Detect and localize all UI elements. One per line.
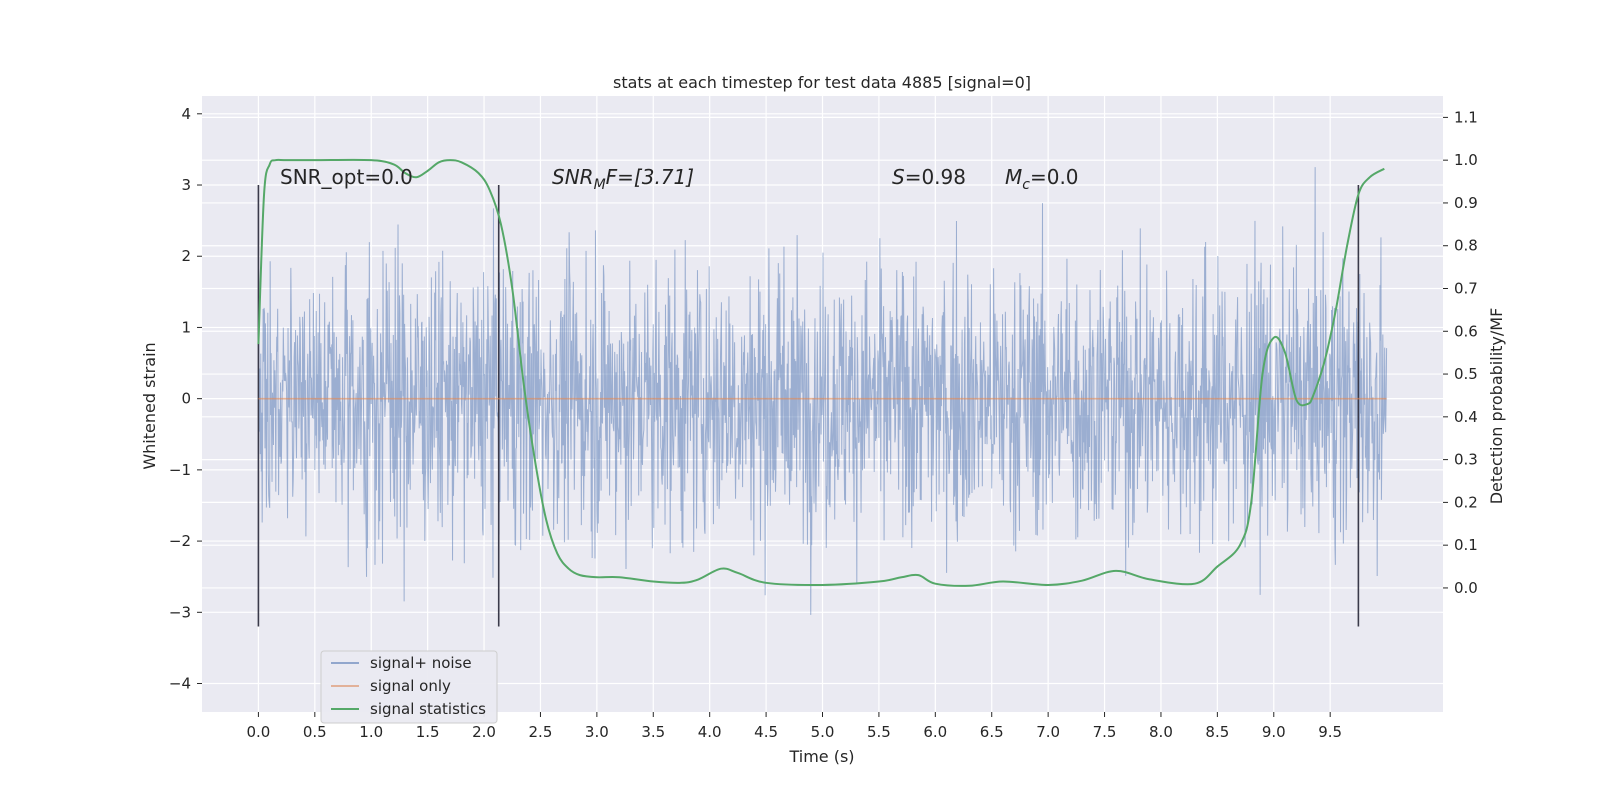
x-tick-label: 1.0 bbox=[359, 723, 383, 741]
x-tick-label: 8.0 bbox=[1149, 723, 1173, 741]
x-tick-label: 1.5 bbox=[416, 723, 440, 741]
x-tick-label: 9.0 bbox=[1262, 723, 1286, 741]
y2-tick-label: 0.2 bbox=[1454, 493, 1478, 511]
y2-tick-label: 0.8 bbox=[1454, 237, 1478, 255]
signal-noise-line bbox=[257, 167, 1388, 615]
x-axis-label: Time (s) bbox=[788, 747, 854, 766]
x-tick-label: 9.5 bbox=[1318, 723, 1342, 741]
y2-tick-label: 0.1 bbox=[1454, 536, 1478, 554]
y2-tick-label: 0.4 bbox=[1454, 408, 1478, 426]
window-markers bbox=[257, 185, 1360, 627]
x-axis-ticks: 0.0 0.5 1.0 1.5 2.0 2.5 3.0 3.5 4.0 4.5 5.0 5.5 6.0 6… bbox=[246, 712, 1342, 741]
x-tick-label: 3.0 bbox=[585, 723, 609, 741]
y2-tick-label: 0.7 bbox=[1454, 280, 1478, 298]
x-tick-label: 2.5 bbox=[529, 723, 553, 741]
x-tick-label: 4.0 bbox=[698, 723, 722, 741]
legend-box bbox=[320, 650, 498, 724]
y-tick-label: −3 bbox=[169, 603, 191, 621]
signal-statistics-series bbox=[257, 158, 1385, 587]
annotation-snr-mf: SNRMF=[3.71] bbox=[552, 165, 694, 193]
y-tick-label: 3 bbox=[181, 176, 191, 194]
x-tick-label: 0.0 bbox=[246, 723, 270, 741]
legend-label-signal-statistics: signal statistics bbox=[370, 700, 486, 718]
y2-axis-ticks: 1.1 1.0 0.9 0.8 0.7 0.6 0.5 0.4 0.3 0.2 0.1 0.0 bbox=[1443, 108, 1478, 597]
y-tick-label: 1 bbox=[181, 318, 191, 336]
legend-label-signal-noise: signal+ noise bbox=[370, 654, 472, 672]
x-tick-label: 6.5 bbox=[980, 723, 1004, 741]
y-axis-ticks: 4 3 2 1 0 −1 −2 −3 −4 bbox=[169, 105, 202, 693]
legend: signal+ noise signal only signal statist… bbox=[320, 650, 498, 724]
y2-tick-label: 1.0 bbox=[1454, 151, 1478, 169]
x-tick-label: 2.0 bbox=[472, 723, 496, 741]
y2-tick-label: 1.1 bbox=[1454, 108, 1478, 126]
legend-label-signal-only: signal only bbox=[370, 677, 451, 695]
x-tick-label: 7.5 bbox=[1093, 723, 1117, 741]
y2-axis-label: Detection probability/MF bbox=[1487, 308, 1506, 505]
y2-tick-label: 0.3 bbox=[1454, 451, 1478, 469]
x-tick-label: 5.0 bbox=[811, 723, 835, 741]
y2-tick-label: 0.0 bbox=[1454, 579, 1478, 597]
chart-title: stats at each timestep for test data 488… bbox=[613, 73, 1031, 92]
annotation-mc: Mc=0.0 bbox=[1005, 165, 1079, 193]
x-tick-label: 3.5 bbox=[641, 723, 665, 741]
signal-noise-series bbox=[257, 167, 1388, 615]
y-tick-label: 0 bbox=[181, 390, 191, 408]
signal-statistics-line bbox=[257, 158, 1385, 587]
annotation-s: S=0.98 bbox=[892, 165, 966, 189]
annotation-snr-opt: SNR_opt=0.0 bbox=[280, 165, 413, 189]
x-tick-label: 6.0 bbox=[923, 723, 947, 741]
y-tick-label: 2 bbox=[181, 247, 191, 265]
y2-tick-label: 0.5 bbox=[1454, 365, 1478, 383]
y-axis-label: Whitened strain bbox=[140, 342, 159, 469]
x-tick-label: 0.5 bbox=[303, 723, 327, 741]
y-tick-label: −1 bbox=[169, 461, 191, 479]
y2-tick-label: 0.6 bbox=[1454, 322, 1478, 340]
x-tick-label: 4.5 bbox=[754, 723, 778, 741]
y-tick-label: −4 bbox=[169, 675, 191, 693]
y2-tick-label: 0.9 bbox=[1454, 194, 1478, 212]
y-tick-label: 4 bbox=[181, 105, 191, 123]
x-tick-label: 7.0 bbox=[1036, 723, 1060, 741]
x-tick-label: 8.5 bbox=[1205, 723, 1229, 741]
x-tick-label: 5.5 bbox=[867, 723, 891, 741]
y-tick-label: −2 bbox=[169, 532, 191, 550]
